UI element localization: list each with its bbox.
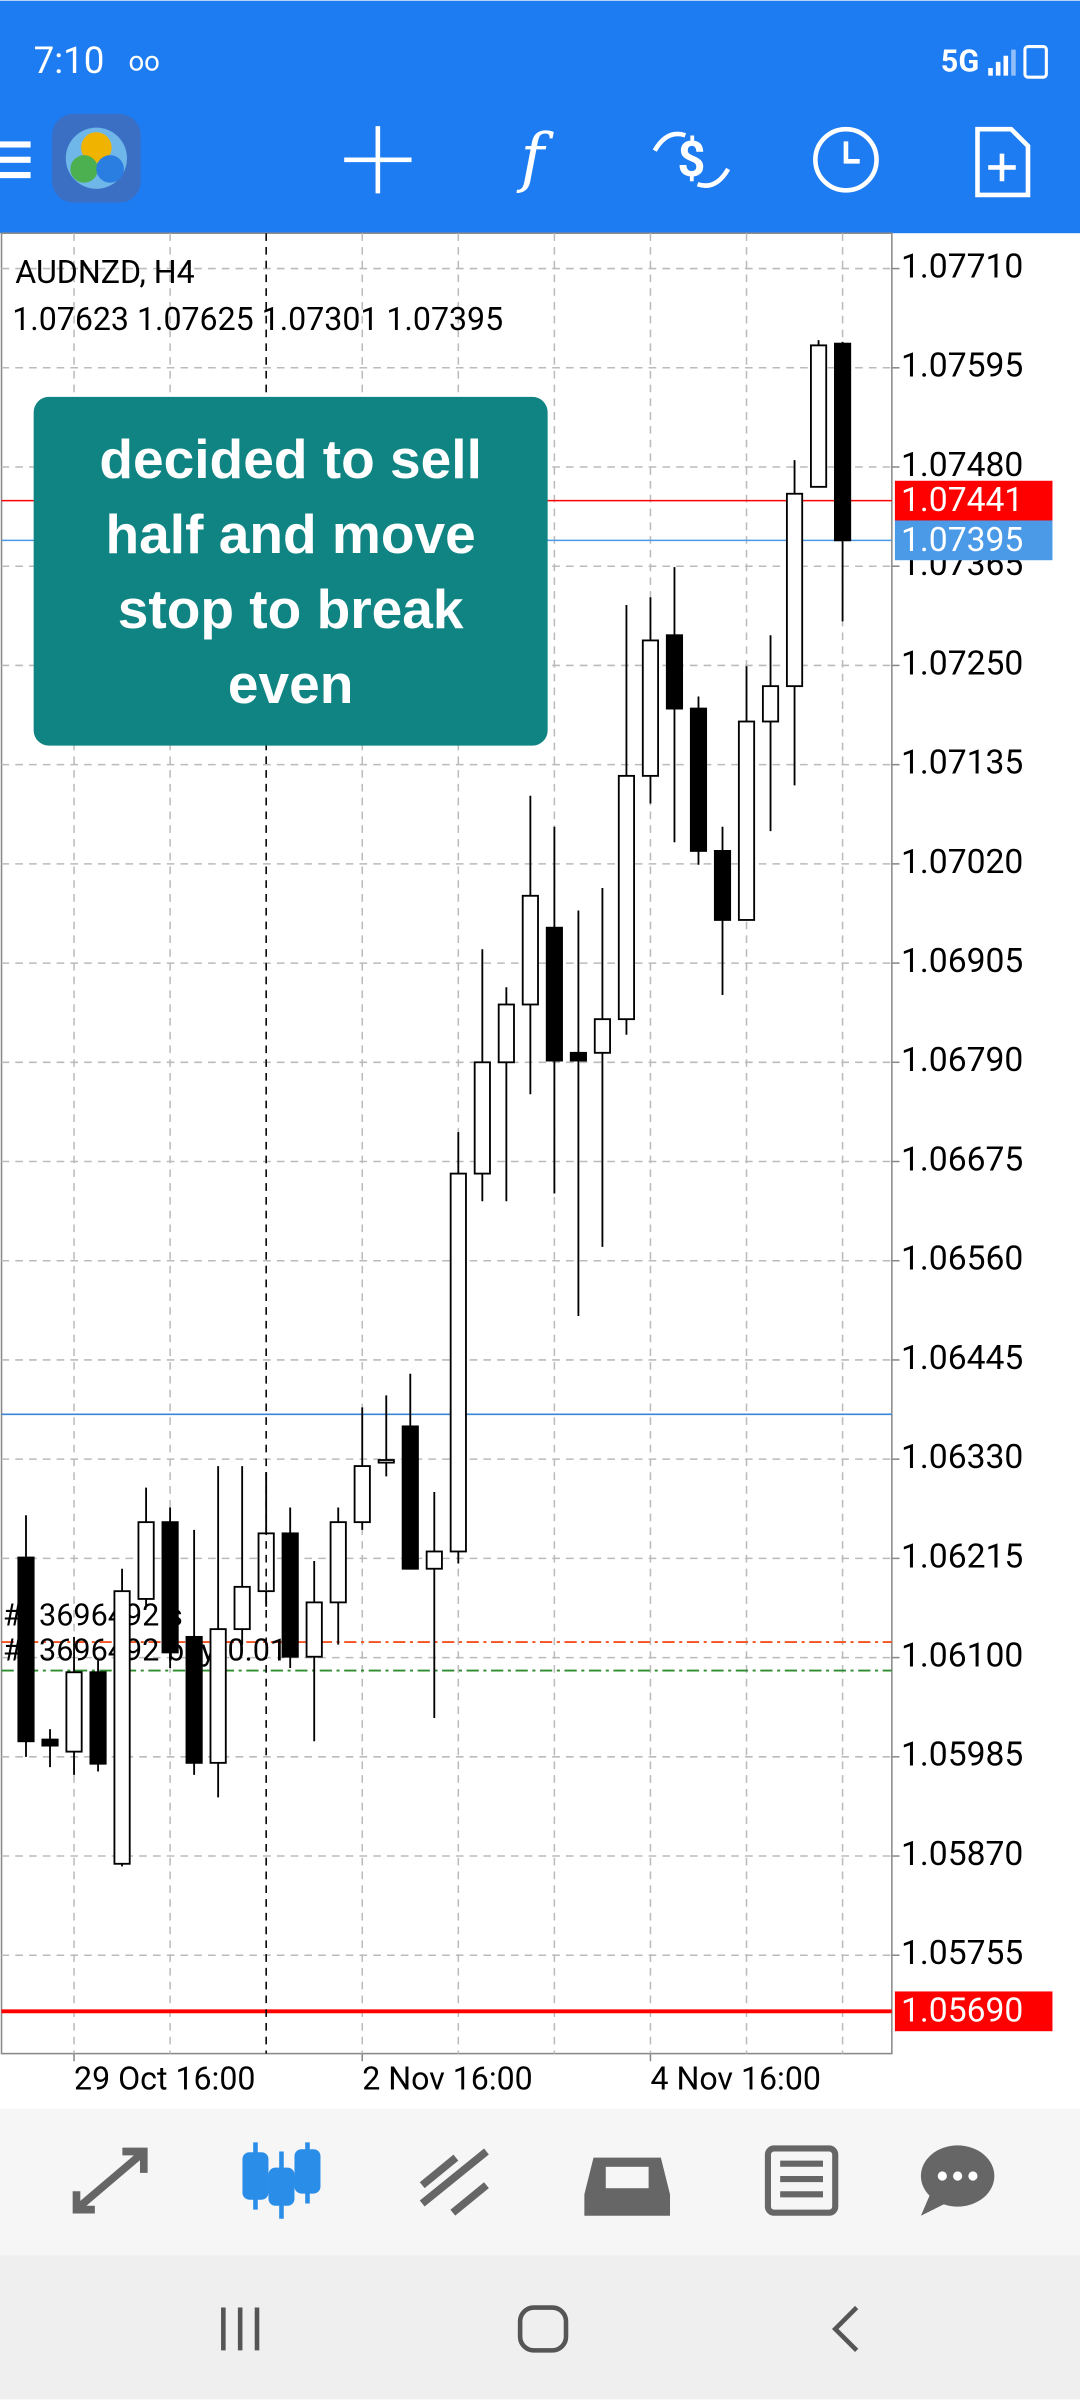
annotation-holder: decided to sell half and move stop to br…	[99, 427, 482, 716]
candle-body	[689, 707, 708, 852]
bottom-nav	[0, 2108, 1080, 2256]
candle-body	[377, 1459, 395, 1464]
candle-body	[737, 720, 756, 921]
candle-body	[185, 1635, 203, 1764]
y-tick-label: 1.07480	[901, 446, 1023, 485]
status-time: 7:10	[34, 39, 105, 82]
y-tick-label: 1.06100	[901, 1636, 1023, 1675]
candle-body	[233, 1585, 251, 1631]
y-tick-label: 1.05870	[901, 1835, 1023, 1874]
annotation: decided to sell half and move stop to br…	[99, 427, 482, 716]
candle-body	[521, 894, 539, 1006]
candle-body	[353, 1465, 371, 1524]
voicemail-icon: oo	[128, 45, 159, 78]
candle-body	[281, 1532, 299, 1658]
y-tick-label: 1.06675	[901, 1140, 1023, 1179]
y-tick-label: 1.07710	[901, 247, 1023, 286]
candle-body	[497, 1003, 515, 1064]
system-nav	[0, 2255, 1080, 2400]
menu-button[interactable]	[0, 141, 31, 179]
svg-text:$: $	[677, 131, 705, 188]
quotes-tab[interactable]	[72, 2147, 148, 2214]
y-tick-label: 1.07595	[901, 347, 1023, 386]
candle-body	[209, 1628, 227, 1764]
y-tick-label: 1.05985	[901, 1736, 1023, 1775]
y-tick-label: 1.06215	[901, 1537, 1023, 1576]
candle-body	[41, 1738, 59, 1747]
candle-body	[761, 685, 780, 723]
candle-body	[17, 1556, 35, 1743]
candle-body	[65, 1671, 83, 1753]
system-nav-buttons[interactable]	[221, 2305, 859, 2353]
price-tag	[894, 520, 1053, 561]
candle-body	[305, 1601, 323, 1658]
trade-tool[interactable]: $	[652, 131, 731, 188]
high-value: 1.07625	[137, 300, 254, 338]
y-tick-label: 1.06905	[901, 942, 1023, 981]
chat-tab[interactable]	[920, 2145, 995, 2216]
candle-body	[834, 342, 852, 542]
network: 5G	[941, 44, 979, 79]
candle-body	[401, 1425, 419, 1570]
candle-body	[617, 774, 635, 1021]
price-tag	[894, 480, 1053, 521]
candle-body	[665, 634, 684, 710]
candle-body	[785, 492, 804, 688]
candle-body	[425, 1550, 443, 1570]
candle-body	[161, 1521, 179, 1654]
candle-body	[113, 1590, 131, 1865]
price-tag-label: 1.07395	[901, 521, 1023, 560]
y-tick-label: 1.07135	[901, 744, 1023, 783]
y-tick-label: 1.07250	[901, 644, 1023, 683]
history-tab[interactable]	[584, 2157, 671, 2216]
news-tab[interactable]	[764, 2145, 839, 2216]
candle-body	[809, 344, 828, 488]
candle-body	[329, 1521, 347, 1604]
candle-body	[473, 1061, 491, 1175]
candle-body	[713, 850, 732, 921]
app-logo[interactable]	[52, 113, 141, 203]
y-tick-label: 1.06445	[901, 1339, 1023, 1378]
candle-body	[569, 1051, 587, 1062]
candle-body	[89, 1671, 107, 1765]
price-tag-label: 1.07441	[901, 481, 1023, 520]
timeframe-tool[interactable]	[813, 126, 879, 193]
open-value: 1.07623	[12, 300, 129, 338]
crosshair-tool[interactable]	[344, 126, 412, 194]
candle-body	[137, 1521, 155, 1600]
candle-body	[449, 1172, 467, 1553]
candle-body	[593, 1018, 611, 1054]
y-tick-label: 1.06330	[901, 1438, 1023, 1477]
close-value: 1.07395	[386, 300, 503, 338]
x-tick-label: 2 Nov 16:00	[362, 2060, 532, 2098]
y-tick-label: 1.07020	[901, 843, 1023, 882]
trade-tab[interactable]	[419, 2148, 489, 2216]
app-bar	[0, 0, 1080, 234]
symbol-label: AUDNZD, H4	[15, 253, 194, 291]
signal-icon	[988, 45, 1048, 79]
y-tick-label: 1.06790	[901, 1041, 1023, 1080]
y-tick-label: 1.06560	[901, 1240, 1023, 1279]
chart-tab[interactable]	[242, 2142, 321, 2219]
new-order-tool[interactable]	[975, 126, 1031, 198]
ohlc-readout: 1.07623 1.07625 1.07301 1.07395	[12, 300, 503, 338]
x-tick-label: 4 Nov 16:00	[650, 2060, 820, 2098]
price-tag	[894, 1991, 1053, 2032]
low-value: 1.07301	[262, 300, 379, 338]
x-tick-label: 29 Oct 16:00	[74, 2060, 255, 2098]
candle-body	[641, 639, 660, 777]
candle-body	[545, 926, 563, 1062]
price-tag-label: 1.05690	[901, 1992, 1023, 2031]
annotation-box	[33, 396, 548, 746]
order-label: #13696492 buy, 0.01	[3, 1633, 287, 1668]
y-tick-label: 1.05755	[901, 1934, 1023, 1973]
